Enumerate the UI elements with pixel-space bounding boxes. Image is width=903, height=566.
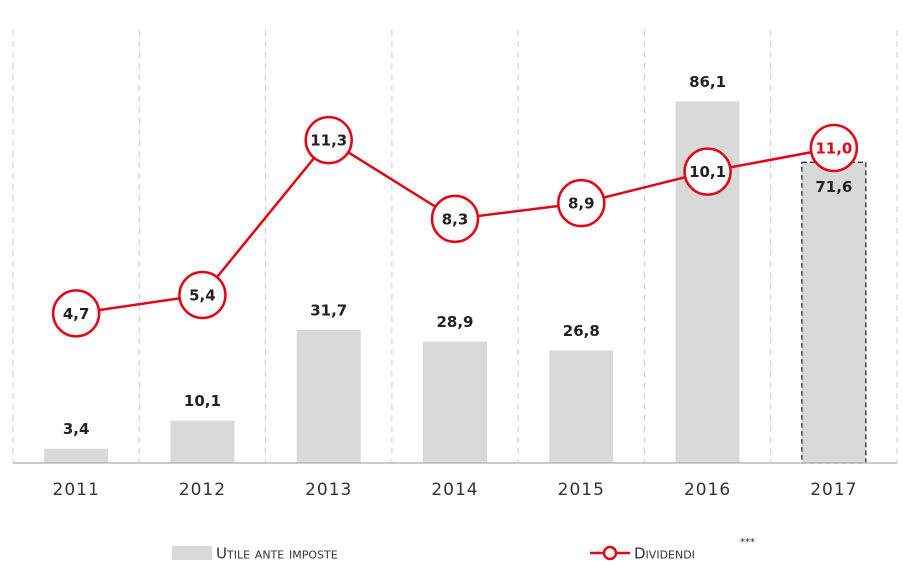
bar bbox=[44, 448, 109, 463]
line-marker bbox=[178, 270, 227, 320]
line-label: 4,7 bbox=[63, 305, 90, 323]
line-marker bbox=[809, 123, 859, 173]
line-label: 8,3 bbox=[442, 210, 469, 228]
bar-label: 26,8 bbox=[563, 322, 600, 340]
line-label: 8,9 bbox=[568, 195, 595, 213]
line-label: 10,1 bbox=[689, 163, 726, 181]
x-tick-label: 2011 bbox=[53, 480, 100, 500]
line-marker bbox=[430, 194, 480, 244]
line-label: 11,3 bbox=[310, 132, 347, 150]
bar-label: 86,1 bbox=[689, 73, 726, 91]
legend-marker bbox=[602, 545, 618, 561]
line-marker bbox=[557, 178, 606, 228]
bar bbox=[801, 161, 867, 464]
x-tick-label: 2015 bbox=[558, 480, 605, 500]
x-tick-label: 2013 bbox=[305, 480, 352, 500]
x-tick-label: 2014 bbox=[431, 480, 478, 500]
bar bbox=[549, 350, 614, 463]
bar-label: 10,1 bbox=[184, 392, 221, 410]
bar bbox=[423, 341, 487, 463]
bar-label: 28,9 bbox=[436, 313, 473, 331]
line-marker bbox=[683, 147, 732, 196]
line-marker bbox=[304, 115, 353, 165]
x-tick-label: 2017 bbox=[810, 480, 857, 500]
x-tick-label: 2016 bbox=[684, 480, 731, 500]
bar bbox=[170, 420, 235, 463]
bar bbox=[296, 329, 361, 463]
legend-swatch bbox=[172, 546, 212, 560]
legend-label: Dividendi bbox=[634, 545, 695, 563]
line-label: 11,0 bbox=[815, 140, 852, 158]
bar-label: 31,7 bbox=[310, 301, 347, 319]
line-marker bbox=[51, 289, 101, 338]
bar-label: 71,6 bbox=[815, 178, 852, 196]
x-tick-label: 2012 bbox=[179, 480, 226, 500]
legend-label: Utile ante imposte bbox=[216, 545, 338, 563]
legend-note: *** bbox=[740, 537, 755, 548]
line-label: 5,4 bbox=[189, 287, 216, 305]
bar-label: 3,4 bbox=[63, 420, 90, 438]
